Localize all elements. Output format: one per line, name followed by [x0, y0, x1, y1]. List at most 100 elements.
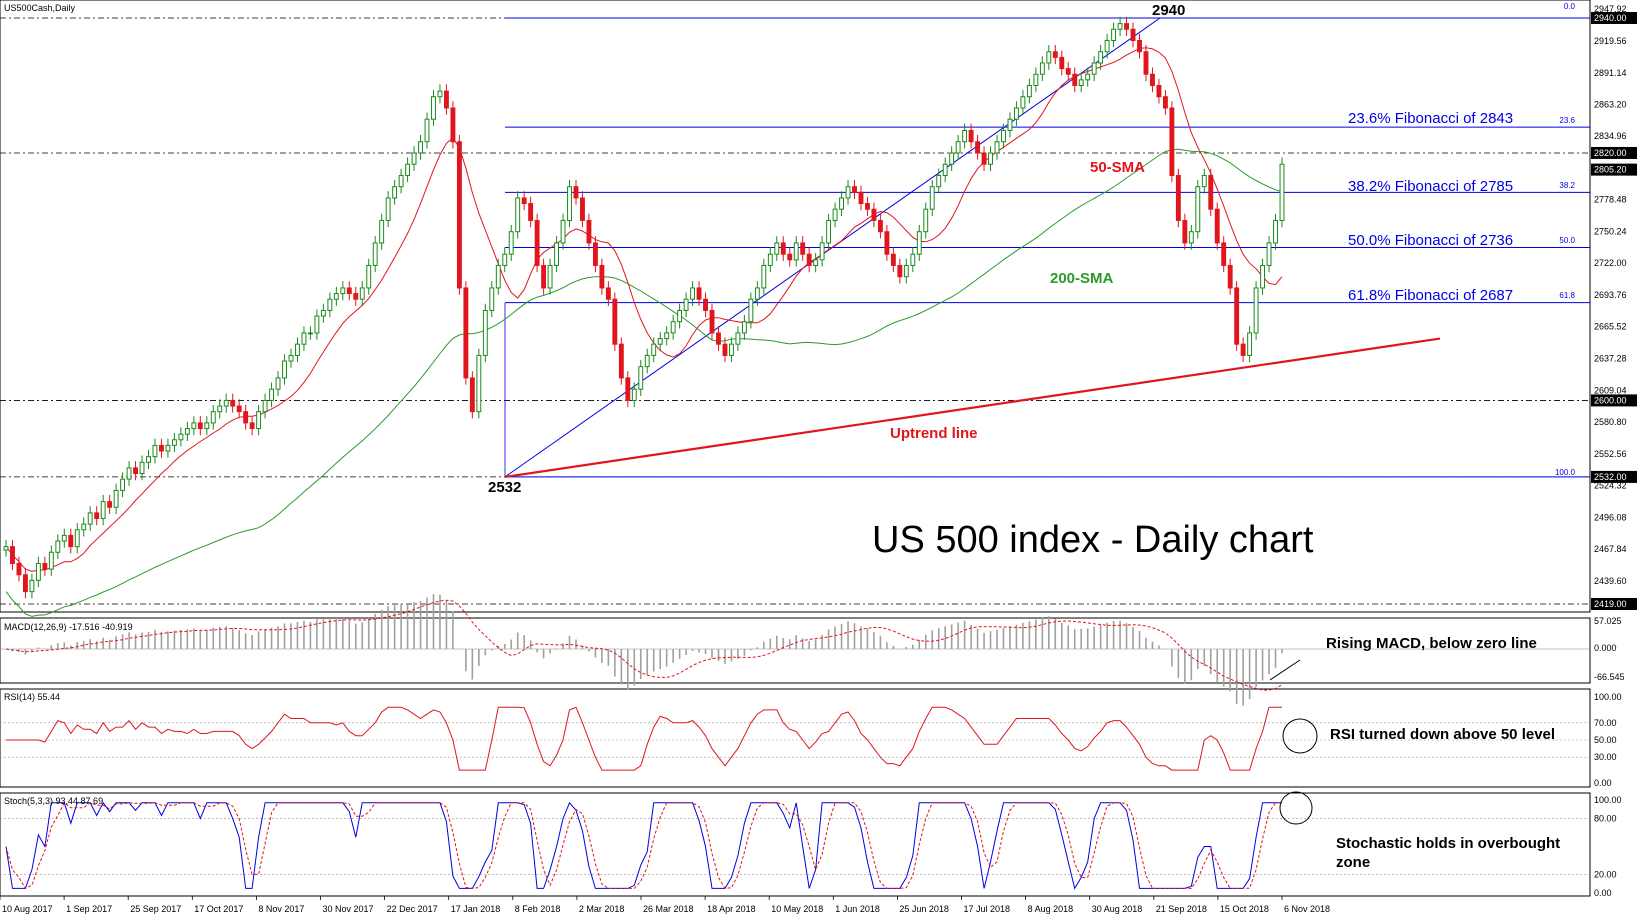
candle-body: [191, 422, 197, 430]
macd-bar: [549, 649, 551, 654]
price-tick-label: 2891.14: [1594, 68, 1627, 78]
macd-bar: [905, 647, 908, 649]
price-tick-label: 2722.00: [1594, 258, 1627, 268]
candle-body: [515, 197, 521, 233]
candle-body: [949, 152, 955, 165]
macd-bar: [37, 647, 40, 649]
macd-bar: [205, 629, 208, 649]
macd-bar: [1067, 625, 1070, 649]
low-label: 2532: [488, 479, 521, 496]
candle-body: [1078, 79, 1084, 86]
macd-bar: [322, 619, 325, 649]
candle-body: [346, 287, 352, 295]
macd-bar: [393, 605, 396, 649]
stoch-tick-label: 100.00: [1594, 795, 1622, 805]
macd-bar: [510, 639, 513, 649]
macd-bar: [652, 649, 655, 672]
candle-body: [728, 343, 734, 356]
macd-bar: [490, 649, 493, 651]
price-tick-label: 2919.56: [1594, 36, 1627, 46]
candle-body: [592, 242, 598, 266]
macd-bar: [1041, 617, 1044, 649]
macd-bar: [374, 613, 376, 649]
macd-bar: [186, 629, 189, 649]
candle-body: [340, 287, 346, 295]
x-tick-label: 22 Dec 2017: [387, 904, 438, 914]
macd-bar: [76, 642, 79, 649]
price-tick-label: 2863.20: [1594, 99, 1627, 109]
macd-bar: [769, 638, 772, 649]
fib-tag-382: 38.2: [1559, 181, 1575, 190]
macd-bar: [89, 639, 92, 649]
macd-bar: [316, 619, 318, 649]
macd-bar: [95, 641, 98, 649]
candle-body: [16, 563, 22, 576]
macd-bar: [1093, 626, 1095, 649]
stoch-circle: [1279, 791, 1313, 825]
candle-body: [554, 242, 560, 266]
candle-body: [573, 186, 579, 199]
macd-bar: [309, 621, 312, 649]
price-tick-label: 2778.48: [1594, 195, 1627, 205]
macd-bar: [426, 597, 428, 649]
macd-bar: [937, 628, 940, 649]
candle-body: [295, 343, 300, 356]
price-tick-label: 2552.56: [1594, 449, 1627, 459]
rsi-tick-label: 30.00: [1594, 752, 1617, 762]
candle-body: [327, 298, 333, 311]
price-tick-label: 2609.04: [1594, 385, 1627, 395]
macd-bar: [69, 645, 72, 649]
macd-bar: [840, 623, 843, 649]
candle-body: [651, 343, 657, 356]
macd-bar: [1158, 645, 1160, 649]
x-tick-label: 17 Jul 2018: [964, 904, 1011, 914]
candle-body: [981, 152, 987, 165]
x-tick-label: 2 Mar 2018: [579, 904, 625, 914]
candle-body: [444, 90, 449, 109]
price-tick-label: 2439.60: [1594, 576, 1627, 586]
candle-body: [1130, 28, 1136, 41]
candle-body: [988, 152, 993, 165]
macd-bar: [685, 649, 687, 655]
macd-bar: [180, 629, 182, 649]
candle-body: [159, 444, 164, 452]
macd-bar: [614, 649, 616, 677]
macd-bar: [1112, 620, 1115, 649]
macd-bar: [212, 627, 215, 649]
rsi-layer: [0, 706, 1590, 771]
macd-bar: [18, 649, 20, 653]
sma200-line: [5, 148, 1283, 617]
candle-body: [418, 141, 423, 154]
macd-bar: [335, 617, 338, 649]
macd-bar: [879, 635, 882, 649]
candle-body: [832, 208, 838, 221]
candle-body: [521, 197, 527, 205]
candle-body: [1227, 264, 1233, 289]
candle-body: [890, 253, 896, 266]
rsi-circle: [1282, 718, 1318, 754]
macd-bar: [199, 630, 202, 649]
candle-body: [456, 141, 462, 289]
macd-bar: [484, 649, 487, 656]
macd-bar: [1274, 649, 1277, 668]
macd-bar: [244, 633, 247, 649]
macd-arrow: [1269, 659, 1301, 681]
candle-body: [677, 309, 683, 323]
candle-body: [320, 309, 326, 317]
price-tick-label: 2834.96: [1594, 131, 1627, 141]
candle-body: [618, 343, 624, 379]
macd-bar: [892, 645, 895, 649]
candle-body: [450, 107, 456, 143]
candle-body: [683, 298, 689, 311]
candle-body: [826, 219, 832, 244]
candle-body: [813, 259, 819, 266]
macd-title: MACD(12,26,9) -17.516 -40.919: [4, 622, 133, 632]
candle-body: [1221, 242, 1227, 266]
candle-body: [754, 287, 760, 300]
macd-bar: [329, 617, 331, 649]
candle-body: [29, 579, 35, 593]
candle-body: [405, 163, 411, 176]
macd-bar: [575, 639, 577, 649]
candle-body: [353, 293, 359, 300]
